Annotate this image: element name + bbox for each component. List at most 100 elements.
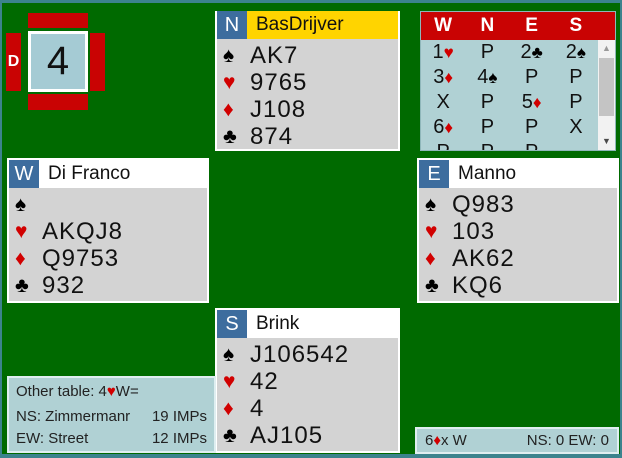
auction-header: W N E S bbox=[421, 12, 615, 40]
hand-header-west: W Di Franco bbox=[9, 160, 207, 188]
cards-hearts: 103 bbox=[452, 217, 496, 245]
diamond-icon: ♦ bbox=[223, 396, 234, 420]
contract-result: 6♦x W NS: 0 EW: 0 bbox=[415, 427, 619, 454]
cards-clubs: KQ6 bbox=[452, 271, 504, 299]
bid-cell: P bbox=[510, 115, 554, 140]
bid-cell: P bbox=[465, 90, 509, 115]
cards-spades: AK7 bbox=[250, 41, 299, 69]
auction-bids: 1♥ P 2♣ 2♠ 3♦ 4♠ P P X P 5♦ P 6♦ P P X P… bbox=[421, 40, 598, 150]
board-number: 4 bbox=[28, 31, 88, 92]
bid-suit-icon: ♦ bbox=[444, 68, 454, 87]
suit-row: ♣ AJ105 bbox=[223, 422, 398, 449]
auction-header-south: S bbox=[569, 15, 583, 36]
spade-icon: ♠ bbox=[223, 43, 235, 67]
board-indicator: D 4 bbox=[6, 13, 110, 111]
auction-header-west: W bbox=[434, 15, 453, 36]
hand-cards-east: ♠ Q983 ♥ 103 ♦ AK62 ♣ KQ6 bbox=[419, 188, 617, 299]
bid-cell: P bbox=[510, 140, 554, 150]
bid-level: P bbox=[481, 141, 494, 150]
bid-cell: 5♦ bbox=[510, 90, 554, 115]
dealer-indicator: D bbox=[7, 53, 20, 70]
vuln-bar-south bbox=[28, 94, 88, 110]
bid-cell: 4♠ bbox=[465, 65, 509, 90]
bid-cell: X bbox=[421, 90, 465, 115]
bid-level: P bbox=[524, 66, 539, 88]
vuln-bar-north bbox=[28, 13, 88, 28]
bid-cell: P bbox=[421, 140, 465, 150]
bid-cell: 6♦ bbox=[421, 115, 465, 140]
ns-imps-value: 19 IMPs bbox=[151, 408, 207, 425]
other-table-result: Other table: 4♥W= bbox=[16, 381, 207, 403]
seat-badge-west: W bbox=[9, 160, 39, 188]
bid-cell: 2♠ bbox=[554, 40, 598, 65]
bid-cell: P bbox=[510, 65, 554, 90]
bid-level: 6 bbox=[433, 116, 445, 138]
bid-suit-icon: ♠ bbox=[488, 68, 498, 87]
player-name-south: Brink bbox=[256, 313, 300, 334]
suit-row: ♠ Q983 bbox=[425, 191, 617, 218]
heart-icon: ♥ bbox=[425, 219, 438, 243]
auction-header-north: N bbox=[480, 15, 495, 36]
cards-diamonds: Q9753 bbox=[42, 244, 120, 272]
scroll-down-icon[interactable]: ▼ bbox=[602, 136, 611, 146]
player-name-north: BasDrijver bbox=[256, 14, 344, 35]
spade-icon: ♠ bbox=[15, 192, 27, 216]
bid-level: P bbox=[569, 66, 583, 88]
diamond-icon: ♦ bbox=[223, 97, 234, 121]
hand-cards-south: ♠ J106542 ♥ 42 ♦ 4 ♣ AJ105 bbox=[217, 338, 398, 449]
bid-level: 2 bbox=[520, 41, 532, 63]
contract-level: 6 bbox=[425, 432, 434, 449]
contract-declarer: x W bbox=[441, 432, 467, 449]
diamond-icon: ♦ bbox=[433, 432, 441, 449]
suit-row: ♦ Q9753 bbox=[15, 245, 207, 272]
cards-clubs: 932 bbox=[42, 271, 86, 299]
bid-level: 5 bbox=[521, 91, 533, 113]
seat-badge-east: E bbox=[419, 160, 449, 188]
spade-icon: ♠ bbox=[223, 342, 235, 366]
diamond-icon: ♦ bbox=[425, 246, 436, 270]
bid-level: X bbox=[569, 116, 583, 138]
suit-row: ♥ AKQJ8 bbox=[15, 218, 207, 245]
hand-cards-north: ♠ AK7 ♥ 9765 ♦ J108 ♣ 874 bbox=[217, 39, 398, 150]
bid-level: P bbox=[569, 91, 583, 113]
bid-cell: P bbox=[554, 65, 598, 90]
bid-level: P bbox=[524, 116, 539, 138]
auction-header-east: E bbox=[525, 15, 538, 36]
suit-row: ♦ AK62 bbox=[425, 245, 617, 272]
bid-cell: 2♣ bbox=[510, 40, 554, 65]
hand-header-east: E Manno bbox=[419, 160, 617, 188]
vuln-bar-west: D bbox=[6, 33, 21, 91]
auction-scrollbar[interactable]: ▲ ▼ bbox=[598, 40, 615, 150]
other-table-declarer: W= bbox=[115, 383, 139, 400]
diamond-icon: ♦ bbox=[15, 246, 26, 270]
heart-icon: ♥ bbox=[15, 219, 28, 243]
scroll-thumb[interactable] bbox=[599, 58, 614, 116]
ns-imps-row: NS: Zimmermanr 19 IMPs bbox=[16, 406, 207, 428]
suit-row: ♣ KQ6 bbox=[425, 272, 617, 299]
club-icon: ♣ bbox=[425, 273, 439, 297]
suit-row: ♠ bbox=[15, 191, 207, 218]
cards-diamonds: 4 bbox=[250, 394, 265, 422]
ew-imps-value: 12 IMPs bbox=[151, 430, 207, 447]
bid-level: 4 bbox=[477, 66, 489, 88]
other-table-text: Other table: 4 bbox=[16, 383, 107, 400]
player-name-west: Di Franco bbox=[48, 163, 131, 184]
cards-diamonds: AK62 bbox=[452, 244, 515, 272]
hand-cards-west: ♠ ♥ AKQJ8 ♦ Q9753 ♣ 932 bbox=[9, 188, 207, 299]
contract-label: 6♦x W bbox=[425, 432, 467, 449]
bid-cell: P bbox=[465, 115, 509, 140]
scroll-up-icon[interactable]: ▲ bbox=[602, 43, 611, 53]
bid-level: X bbox=[436, 91, 450, 113]
suit-row: ♥ 42 bbox=[223, 368, 398, 395]
bid-cell: X bbox=[554, 115, 598, 140]
ew-imps-row: EW: Street 12 IMPs bbox=[16, 428, 207, 450]
bid-cell: 1♥ bbox=[421, 40, 465, 65]
bid-level: P bbox=[480, 116, 495, 138]
bid-level: 2 bbox=[565, 41, 577, 63]
seat-badge-south: S bbox=[217, 310, 247, 338]
bid-cell bbox=[554, 140, 598, 150]
bid-cell: P bbox=[554, 90, 598, 115]
bid-suit-icon: ♥ bbox=[443, 43, 454, 62]
ew-team-label: EW: Street bbox=[16, 430, 89, 447]
cards-diamonds: J108 bbox=[250, 95, 307, 123]
